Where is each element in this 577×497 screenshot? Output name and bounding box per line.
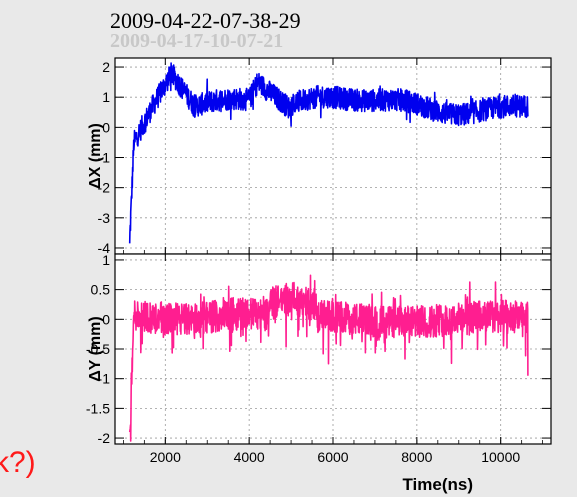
- side-note: k?): [0, 446, 36, 479]
- y-tick-label: 0: [102, 311, 110, 327]
- y-tick-label: 2: [102, 59, 110, 75]
- y-tick-label: -1: [98, 371, 111, 387]
- x-tick-label: 4000: [234, 449, 265, 465]
- y-tick-label: 0: [102, 119, 110, 135]
- y-tick-label: -2: [98, 430, 111, 446]
- data-series-line: [128, 62, 529, 244]
- data-series-line: [128, 274, 529, 442]
- timestamp-primary: 2009-04-22-07-38-29: [110, 8, 301, 33]
- x-tick-label: 10000: [481, 449, 520, 465]
- dy-panel: 2000 4000 6000 8000 10000 -2 -1.5 -1 -0.5 0 0.5 1 ΔY…: [86, 252, 552, 494]
- x-axis-label: Time(ns): [402, 475, 473, 494]
- y-tick-label: -2: [98, 180, 111, 196]
- y-tick-label: -0.5: [86, 341, 110, 357]
- y-axis-label: ΔY (mm): [87, 316, 104, 381]
- y-tick-label: -1.5: [86, 400, 110, 416]
- y-tick-label: -3: [98, 210, 111, 226]
- x-tick-label: 8000: [401, 449, 432, 465]
- y-tick-label: 0.5: [91, 282, 111, 298]
- y-axis-label: ΔX (mm): [87, 123, 104, 189]
- x-tick-label: 2000: [150, 449, 181, 465]
- y-tick-label: -1: [98, 150, 111, 166]
- y-tick-label: 1: [102, 89, 110, 105]
- x-tick-label: 6000: [317, 449, 348, 465]
- y-tick-label: 1: [102, 252, 110, 268]
- timestamp-secondary: 2009-04-17-10-07-21: [110, 30, 284, 52]
- y-tick-label: -4: [98, 240, 111, 256]
